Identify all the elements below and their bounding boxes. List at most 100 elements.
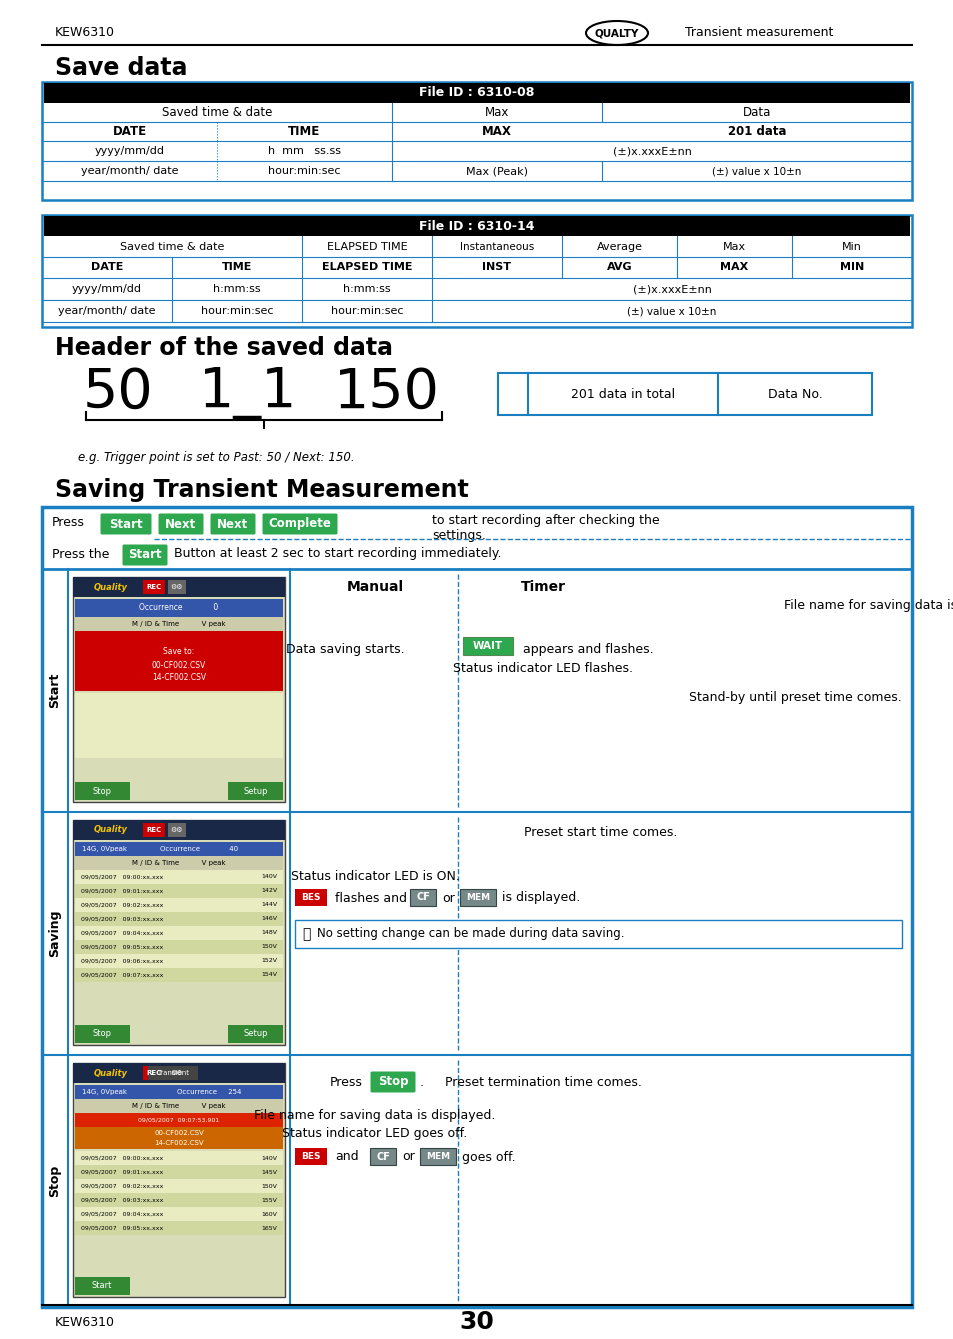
Text: 201 data in total: 201 data in total bbox=[570, 387, 675, 400]
Text: Stop: Stop bbox=[49, 1165, 61, 1197]
Text: h:mm:ss: h:mm:ss bbox=[213, 284, 260, 295]
Text: e.g. Trigger point is set to Past: 50 / Next: 150.: e.g. Trigger point is set to Past: 50 / … bbox=[78, 450, 355, 463]
Bar bbox=[168, 580, 186, 595]
Bar bbox=[419, 1148, 456, 1165]
Bar bbox=[75, 940, 283, 953]
Text: Transient: Transient bbox=[157, 1070, 189, 1077]
Text: or: or bbox=[441, 892, 455, 905]
Text: 09/05/2007   09:04:xx,xxx: 09/05/2007 09:04:xx,xxx bbox=[81, 931, 163, 936]
Bar bbox=[75, 1113, 283, 1127]
Text: Max: Max bbox=[484, 106, 509, 119]
Text: .: . bbox=[419, 1077, 423, 1090]
Text: QUALTY: QUALTY bbox=[594, 28, 639, 37]
Bar bbox=[73, 1063, 285, 1297]
Text: 09/05/2007   09:06:xx,xxx: 09/05/2007 09:06:xx,xxx bbox=[81, 959, 163, 964]
Text: 150: 150 bbox=[334, 366, 439, 420]
Bar bbox=[73, 577, 285, 802]
Bar bbox=[75, 1085, 135, 1099]
Bar bbox=[75, 1165, 283, 1180]
Text: ⚙⚙: ⚙⚙ bbox=[171, 828, 183, 833]
Text: 155V: 155V bbox=[261, 1197, 276, 1202]
Text: Save data: Save data bbox=[55, 56, 188, 80]
Bar bbox=[75, 1193, 283, 1206]
Text: KEW6310: KEW6310 bbox=[55, 1315, 115, 1328]
Text: Average: Average bbox=[596, 241, 641, 252]
Text: 140V: 140V bbox=[261, 1156, 276, 1161]
Text: Start: Start bbox=[109, 517, 143, 530]
Bar bbox=[75, 870, 283, 884]
Text: 148V: 148V bbox=[261, 931, 276, 936]
Bar bbox=[168, 1066, 186, 1081]
Bar bbox=[75, 953, 283, 968]
Text: Saving Transient Measurement: Saving Transient Measurement bbox=[55, 478, 468, 502]
Text: 00-CF002.CSV: 00-CF002.CSV bbox=[154, 1130, 204, 1135]
Bar bbox=[75, 617, 283, 631]
Text: BES: BES bbox=[301, 1152, 320, 1161]
Text: M / ID & Time          V peak: M / ID & Time V peak bbox=[132, 860, 226, 866]
Text: Manual: Manual bbox=[346, 580, 403, 595]
Text: is displayed.: is displayed. bbox=[501, 892, 579, 905]
Text: Status indicator LED is ON.: Status indicator LED is ON. bbox=[291, 870, 459, 884]
Bar bbox=[75, 694, 283, 706]
Text: goes off.: goes off. bbox=[461, 1150, 515, 1164]
Text: 150V: 150V bbox=[261, 1184, 276, 1189]
FancyBboxPatch shape bbox=[262, 513, 337, 534]
Text: Setup: Setup bbox=[244, 1030, 268, 1039]
Text: 152V: 152V bbox=[261, 959, 276, 964]
Text: flashes and: flashes and bbox=[335, 892, 407, 905]
Bar bbox=[75, 744, 283, 758]
Text: MEM: MEM bbox=[465, 893, 490, 902]
Text: 160V: 160V bbox=[261, 1212, 276, 1217]
FancyBboxPatch shape bbox=[211, 513, 255, 534]
Text: (±) value x 10±n: (±) value x 10±n bbox=[627, 307, 716, 316]
Text: appears and flashes.: appears and flashes. bbox=[522, 643, 653, 656]
Text: INST: INST bbox=[482, 262, 511, 273]
Text: No setting change can be made during data saving.: No setting change can be made during dat… bbox=[316, 928, 624, 940]
Text: M / ID & Time          V peak: M / ID & Time V peak bbox=[132, 1103, 226, 1109]
Text: File name for saving data is displayed.: File name for saving data is displayed. bbox=[783, 599, 953, 612]
Text: (±)x.xxxE±nn: (±)x.xxxE±nn bbox=[632, 284, 711, 295]
Text: Data saving starts.: Data saving starts. bbox=[285, 643, 404, 656]
Bar bbox=[75, 599, 283, 617]
Text: 09/05/2007   09:01:xx,xxx: 09/05/2007 09:01:xx,xxx bbox=[81, 1169, 163, 1174]
Text: Max: Max bbox=[722, 241, 745, 252]
Bar bbox=[75, 1099, 283, 1113]
Text: WAIT: WAIT bbox=[473, 641, 502, 651]
Text: Data No.: Data No. bbox=[767, 387, 821, 400]
Bar bbox=[75, 719, 283, 732]
Bar bbox=[75, 1277, 130, 1295]
Text: Header of the saved data: Header of the saved data bbox=[55, 336, 393, 360]
Text: Saved time & date: Saved time & date bbox=[120, 241, 224, 252]
Text: Saved time & date: Saved time & date bbox=[162, 106, 272, 119]
Text: Data: Data bbox=[742, 106, 770, 119]
Text: 00-CF002.CSV: 00-CF002.CSV bbox=[152, 660, 206, 670]
Text: Timer: Timer bbox=[520, 580, 565, 595]
Text: Save to:: Save to: bbox=[163, 648, 194, 656]
FancyBboxPatch shape bbox=[100, 513, 152, 534]
Bar bbox=[75, 1221, 283, 1235]
Text: Press: Press bbox=[330, 1077, 362, 1090]
Text: Start: Start bbox=[49, 672, 61, 708]
Text: 🔒: 🔒 bbox=[301, 927, 310, 941]
Bar bbox=[148, 1066, 198, 1081]
Bar bbox=[75, 631, 283, 691]
FancyBboxPatch shape bbox=[158, 513, 203, 534]
Text: 09/05/2007   09:00:xx,xxx: 09/05/2007 09:00:xx,xxx bbox=[81, 1156, 163, 1161]
Bar bbox=[75, 1127, 283, 1149]
Text: (±) value x 10±n: (±) value x 10±n bbox=[712, 166, 801, 175]
Bar bbox=[73, 819, 285, 1044]
Text: 09/05/2007   09:03:xx,xxx: 09/05/2007 09:03:xx,xxx bbox=[81, 1197, 163, 1202]
Ellipse shape bbox=[585, 21, 647, 46]
Bar bbox=[44, 216, 909, 236]
Text: hour:min:sec: hour:min:sec bbox=[200, 307, 273, 316]
Text: REC: REC bbox=[146, 1070, 161, 1077]
Text: 14-CF002.CSV: 14-CF002.CSV bbox=[154, 1139, 204, 1146]
Text: ⚙⚙: ⚙⚙ bbox=[171, 1070, 183, 1077]
Bar bbox=[75, 1024, 130, 1043]
Text: Preset termination time comes.: Preset termination time comes. bbox=[444, 1077, 640, 1090]
Text: BES: BES bbox=[301, 893, 320, 902]
Bar bbox=[75, 927, 283, 940]
Text: to start recording after checking the
settings.: to start recording after checking the se… bbox=[432, 514, 659, 542]
Text: Status indicator LED flashes.: Status indicator LED flashes. bbox=[453, 663, 633, 675]
Text: Instantaneous: Instantaneous bbox=[459, 241, 534, 252]
